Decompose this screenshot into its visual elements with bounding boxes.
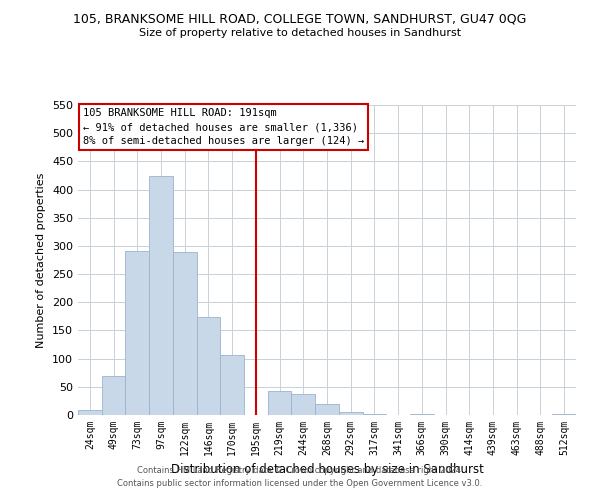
Bar [410, 414, 434, 415]
Bar [125, 251, 149, 415]
Bar [552, 414, 576, 415]
Bar [149, 176, 173, 415]
Bar [197, 318, 220, 415]
Bar [78, 410, 102, 415]
Bar [173, 252, 197, 415]
Text: 105 BRANKSOME HILL ROAD: 191sqm
← 91% of detached houses are smaller (1,336)
8% : 105 BRANKSOME HILL ROAD: 191sqm ← 91% of… [83, 108, 364, 146]
Bar [339, 412, 362, 415]
Bar [268, 391, 292, 415]
Bar [292, 394, 315, 415]
Text: Size of property relative to detached houses in Sandhurst: Size of property relative to detached ho… [139, 28, 461, 38]
X-axis label: Distribution of detached houses by size in Sandhurst: Distribution of detached houses by size … [170, 464, 484, 476]
Text: 105, BRANKSOME HILL ROAD, COLLEGE TOWN, SANDHURST, GU47 0QG: 105, BRANKSOME HILL ROAD, COLLEGE TOWN, … [73, 12, 527, 26]
Bar [315, 404, 339, 415]
Bar [220, 354, 244, 415]
Bar [362, 414, 386, 415]
Text: Contains HM Land Registry data © Crown copyright and database right 2024.
Contai: Contains HM Land Registry data © Crown c… [118, 466, 482, 487]
Bar [102, 376, 125, 415]
Y-axis label: Number of detached properties: Number of detached properties [37, 172, 46, 348]
